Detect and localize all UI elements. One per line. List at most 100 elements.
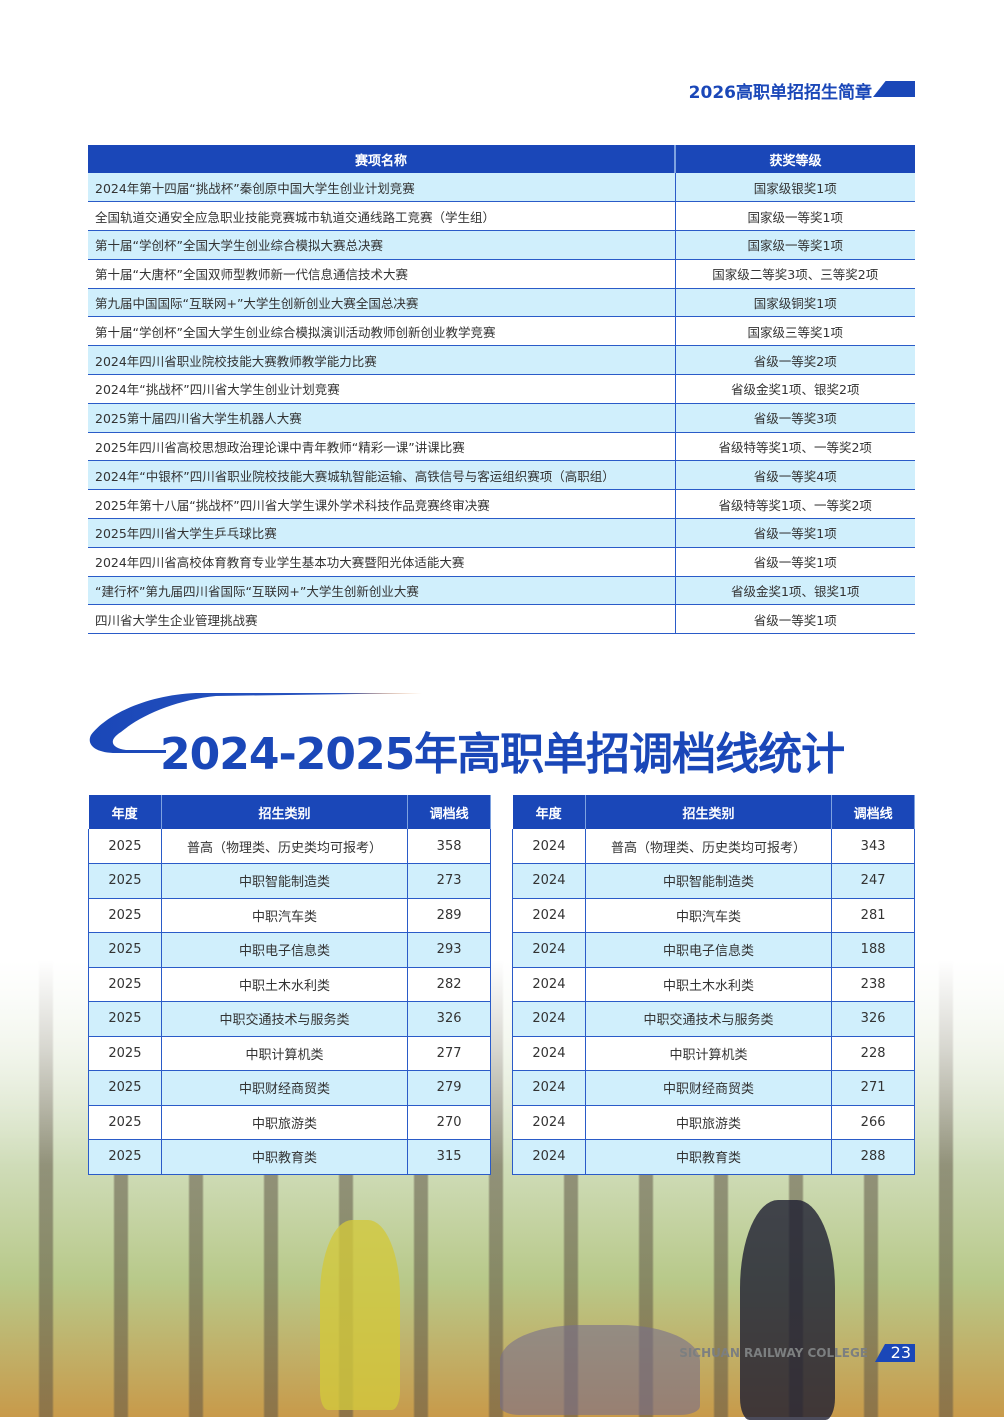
table-row: 第十届“学创杯”全国大学生创业综合模拟大赛总决赛 国家级一等奖1项 xyxy=(88,230,915,260)
year-cell: 2025 xyxy=(88,863,162,899)
score-cell: 273 xyxy=(407,863,491,899)
photo-figure xyxy=(500,1325,700,1415)
table-row: 2025第十届四川省大学生机器人大赛 省级一等奖3项 xyxy=(88,403,915,433)
competition-name: “建行杯”第九届四川省国际“互联网+”大学生创新创业大赛 xyxy=(88,576,675,606)
year-cell: 2025 xyxy=(88,1036,162,1071)
table-row: 2024 中职电子信息类 188 xyxy=(512,932,915,968)
competition-name: 第十届“学创杯”全国大学生创业综合模拟大赛总决赛 xyxy=(88,230,675,260)
competition-name: 2024年四川省高校体育教育专业学生基本功大赛暨阳光体适能大赛 xyxy=(88,547,675,577)
award-level: 省级一等奖1项 xyxy=(674,604,915,635)
table-row: 2024 中职旅游类 266 xyxy=(512,1105,915,1140)
category-cell: 中职汽车类 xyxy=(160,898,409,933)
award-level: 省级一等奖2项 xyxy=(674,345,915,376)
award-level: 省级一等奖1项 xyxy=(674,518,915,548)
table-row: 2025 中职电子信息类 293 xyxy=(88,932,491,968)
award-level: 国家级三等奖1项 xyxy=(674,316,915,347)
category-cell: 中职教育类 xyxy=(584,1139,833,1175)
column-header: 招生类别 xyxy=(585,795,833,829)
score-cell: 343 xyxy=(831,829,915,864)
table-row: 2025年四川省大学生乒乓球比赛 省级一等奖1项 xyxy=(88,518,915,548)
competition-name: 2025年四川省高校思想政治理论课中青年教师“精彩一课”讲课比赛 xyxy=(88,432,675,462)
award-level: 国家级银奖1项 xyxy=(674,173,915,203)
table-row: 2025 中职土木水利类 282 xyxy=(88,967,491,1002)
score-cell: 281 xyxy=(831,898,915,933)
competition-name: 全国轨道交通安全应急职业技能竞赛城市轨道交通线路工竞赛（学生组） xyxy=(88,201,675,232)
table-row: 2024年“挑战杯”四川省大学生创业计划竞赛 省级金奖1项、银奖2项 xyxy=(88,374,915,404)
score-cell: 358 xyxy=(407,829,491,864)
category-cell: 中职汽车类 xyxy=(584,898,833,933)
category-cell: 中职电子信息类 xyxy=(160,932,409,968)
competition-name: 四川省大学生企业管理挑战赛 xyxy=(88,604,675,635)
table-row: 2025 中职财经商贸类 279 xyxy=(88,1070,491,1106)
year-cell: 2024 xyxy=(512,1105,586,1140)
category-cell: 中职财经商贸类 xyxy=(160,1070,409,1106)
competition-name: 2025年第十八届“挑战杯”四川省大学生课外学术科技作品竞赛终审决赛 xyxy=(88,489,675,520)
category-cell: 普高（物理类、历史类均可报考） xyxy=(584,829,833,864)
competition-name: 2024年第十四届“挑战杯”秦创原中国大学生创业计划竞赛 xyxy=(88,173,675,203)
column-header: 赛项名称 xyxy=(88,145,676,173)
category-cell: 中职财经商贸类 xyxy=(584,1070,833,1106)
photo-figure xyxy=(320,1220,400,1410)
table-row: 2025 普高（物理类、历史类均可报考） 358 xyxy=(88,829,491,864)
category-cell: 中职交通技术与服务类 xyxy=(584,1001,833,1037)
table-row: 2024年“中银杯”四川省职业院校技能大赛城轨智能运输、高铁信号与客运组织赛项（… xyxy=(88,460,915,491)
award-level: 省级一等奖3项 xyxy=(674,403,915,433)
award-level: 省级一等奖1项 xyxy=(674,547,915,577)
competition-name: 2024年四川省职业院校技能大赛教师教学能力比赛 xyxy=(88,345,675,376)
brochure-title: 2026高职单招招生简章 xyxy=(688,83,872,103)
column-header: 调档线 xyxy=(407,795,491,829)
category-cell: 中职土木水利类 xyxy=(584,967,833,1002)
column-header: 年度 xyxy=(88,795,162,829)
score-cell: 293 xyxy=(407,932,491,968)
category-cell: 中职土木水利类 xyxy=(160,967,409,1002)
column-header: 获奖等级 xyxy=(675,145,915,173)
table-row: 2025 中职汽车类 289 xyxy=(88,898,491,933)
score-cell: 238 xyxy=(831,967,915,1002)
table-row: 2024 中职汽车类 281 xyxy=(512,898,915,933)
year-cell: 2025 xyxy=(88,1105,162,1140)
table-row: 2024 中职财经商贸类 271 xyxy=(512,1070,915,1106)
table-row: 2024 中职智能制造类 247 xyxy=(512,863,915,899)
table-row: 第十届“大唐杯”全国双师型教师新一代信息通信技术大赛 国家级二等奖3项、三等奖2项 xyxy=(88,259,915,289)
year-cell: 2024 xyxy=(512,1001,586,1037)
year-cell: 2025 xyxy=(88,1070,162,1106)
year-cell: 2025 xyxy=(88,829,162,864)
section-title: 2024-2025年高职单招调档线统计 xyxy=(160,729,845,780)
category-cell: 中职电子信息类 xyxy=(584,932,833,968)
year-cell: 2025 xyxy=(88,1001,162,1037)
year-cell: 2024 xyxy=(512,829,586,864)
competition-name: 2024年“中银杯”四川省职业院校技能大赛城轨智能运输、高铁信号与客运组织赛项（… xyxy=(88,460,675,491)
table-row: 2025 中职智能制造类 273 xyxy=(88,863,491,899)
year-cell: 2025 xyxy=(88,898,162,933)
score-table-2024: 年度 招生类别 调档线 2024 普高（物理类、历史类均可报考） 343 2024 中职智能制… xyxy=(512,795,915,1175)
table-row: 2024 中职交通技术与服务类 326 xyxy=(512,1001,915,1037)
table-row: 2024年第十四届“挑战杯”秦创原中国大学生创业计划竞赛 国家级银奖1项 xyxy=(88,173,915,203)
category-cell: 中职旅游类 xyxy=(584,1105,833,1140)
table-row: 全国轨道交通安全应急职业技能竞赛城市轨道交通线路工竞赛（学生组） 国家级一等奖1项 xyxy=(88,201,915,232)
table-row: 第九届中国国际“互联网+”大学生创新创业大赛全国总决赛 国家级铜奖1项 xyxy=(88,288,915,318)
score-cell: 266 xyxy=(831,1105,915,1140)
table-row: 2024 中职土木水利类 238 xyxy=(512,967,915,1002)
award-level: 省级一等奖4项 xyxy=(674,460,915,491)
year-cell: 2024 xyxy=(512,863,586,899)
header-flag-decoration xyxy=(873,81,915,97)
score-table-2025: 年度 招生类别 调档线 2025 普高（物理类、历史类均可报考） 358 2025 中职智能制… xyxy=(88,795,491,1175)
score-cell: 288 xyxy=(831,1139,915,1175)
table-row: “建行杯”第九届四川省国际“互联网+”大学生创新创业大赛 省级金奖1项、银奖1项 xyxy=(88,576,915,606)
award-level: 国家级一等奖1项 xyxy=(674,201,915,232)
year-cell: 2024 xyxy=(512,967,586,1002)
table-row: 2024年四川省职业院校技能大赛教师教学能力比赛 省级一等奖2项 xyxy=(88,345,915,376)
table-row: 2024年四川省高校体育教育专业学生基本功大赛暨阳光体适能大赛 省级一等奖1项 xyxy=(88,547,915,577)
column-header: 招生类别 xyxy=(161,795,409,829)
award-level: 省级金奖1项、银奖1项 xyxy=(674,576,915,606)
table-row: 2025年四川省高校思想政治理论课中青年教师“精彩一课”讲课比赛 省级特等奖1项、… xyxy=(88,432,915,462)
competition-name: 第十届“学创杯”全国大学生创业综合模拟演训活动教师创新创业教学竞赛 xyxy=(88,316,675,347)
category-cell: 中职计算机类 xyxy=(160,1036,409,1071)
photo-figure xyxy=(740,1200,835,1420)
year-cell: 2025 xyxy=(88,1139,162,1175)
award-level: 省级特等奖1项、一等奖2项 xyxy=(674,432,915,462)
category-cell: 中职智能制造类 xyxy=(584,863,833,899)
year-cell: 2024 xyxy=(512,1139,586,1175)
score-cell: 228 xyxy=(831,1036,915,1071)
score-cell: 270 xyxy=(407,1105,491,1140)
